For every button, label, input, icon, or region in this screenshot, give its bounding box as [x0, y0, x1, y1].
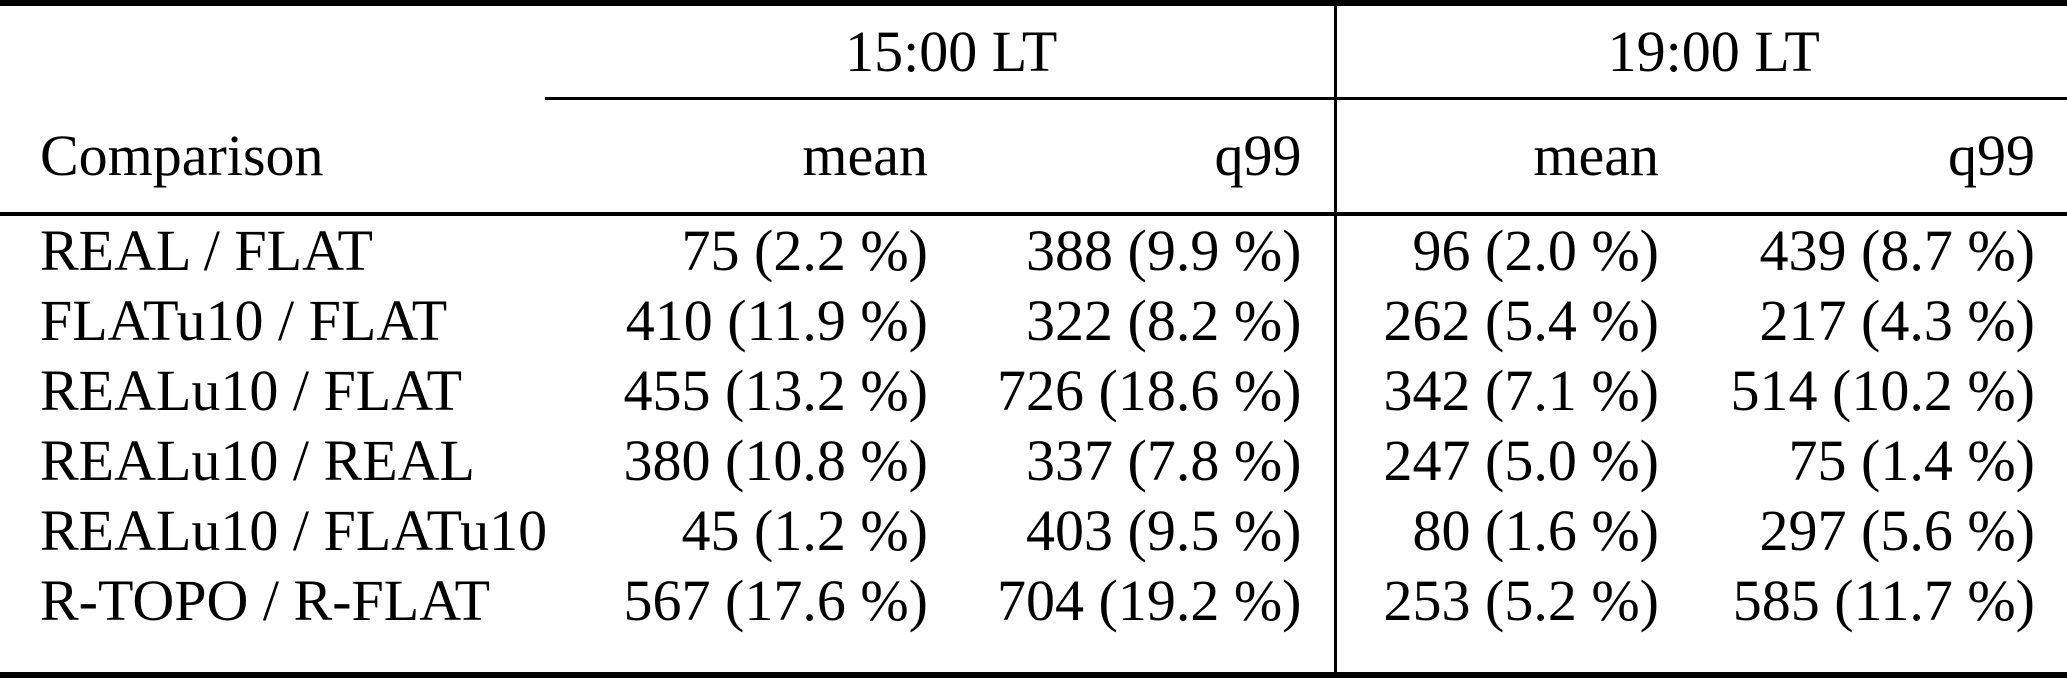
value-cell: 217 (4.3 %) [1759, 288, 2035, 353]
value-cell: 455 (13.2 %) [623, 358, 928, 423]
comparison-label: FLATu10 / FLAT [40, 288, 448, 353]
value-cell: 96 (2.0 %) [1333, 214, 1691, 286]
sub-header-row: Comparison mean q99 mean q99 [0, 98, 2067, 216]
group-header-1500lt: 15:00 LT [545, 3, 1335, 100]
value-cell: 297 (5.6 %) [1759, 498, 2035, 563]
table-row: FLATu10 / FLAT 410 (11.9 %) 322 (8.2 %) … [0, 286, 2067, 356]
value-cell: 388 (9.9 %) [1026, 218, 1302, 283]
comparison-label: REALu10 / FLATu10 [40, 498, 545, 563]
value-cell: 704 (19.2 %) [997, 568, 1302, 633]
value-cell: 342 (7.1 %) [1333, 356, 1691, 426]
value-cell: 322 (8.2 %) [1026, 288, 1302, 353]
subheader-q99-1500: q99 [960, 98, 1335, 216]
table-row: REAL / FLAT 75 (2.2 %) 388 (9.9 %) 96 (2… [0, 214, 2067, 286]
subheader-mean-1900: mean [1333, 98, 1691, 216]
table-row: REALu10 / FLATu10 45 (1.2 %) 403 (9.5 %)… [0, 496, 2067, 566]
group-header-row: 15:00 LT 19:00 LT [0, 3, 2067, 100]
value-cell: 80 (1.6 %) [1333, 496, 1691, 566]
corner-cell [0, 3, 545, 98]
value-cell: 585 (11.7 %) [1732, 568, 2035, 633]
value-cell: 75 (2.2 %) [681, 218, 928, 283]
value-cell: 75 (1.4 %) [1788, 428, 2035, 493]
value-cell: 403 (9.5 %) [1026, 498, 1302, 563]
comparison-label: REAL / FLAT [40, 218, 373, 283]
value-cell: 410 (11.9 %) [625, 288, 928, 353]
column-header-comparison: Comparison [0, 98, 545, 216]
value-cell: 726 (18.6 %) [997, 358, 1302, 423]
comparison-label: REALu10 / FLAT [40, 358, 463, 423]
group-header-1900lt: 19:00 LT [1333, 3, 2067, 100]
value-cell: 567 (17.6 %) [623, 568, 928, 633]
comparison-label: REALu10 / REAL [40, 428, 475, 493]
value-cell: 262 (5.4 %) [1333, 286, 1691, 356]
value-cell: 380 (10.8 %) [623, 428, 928, 493]
table-row: REALu10 / FLAT 455 (13.2 %) 726 (18.6 %)… [0, 356, 2067, 426]
table-row: REALu10 / REAL 380 (10.8 %) 337 (7.8 %) … [0, 426, 2067, 496]
value-cell: 439 (8.7 %) [1759, 218, 2035, 283]
subheader-q99-1900: q99 [1691, 98, 2067, 216]
subheader-mean-1500: mean [545, 98, 960, 216]
value-cell: 45 (1.2 %) [681, 498, 928, 563]
value-cell: 253 (5.2 %) [1333, 566, 1691, 675]
value-cell: 247 (5.0 %) [1333, 426, 1691, 496]
value-cell: 514 (10.2 %) [1730, 358, 2035, 423]
value-cell: 337 (7.8 %) [1026, 428, 1302, 493]
comparison-label: R-TOPO / R-FLAT [40, 568, 491, 633]
table-row: R-TOPO / R-FLAT 567 (17.6 %) 704 (19.2 %… [0, 566, 2067, 675]
